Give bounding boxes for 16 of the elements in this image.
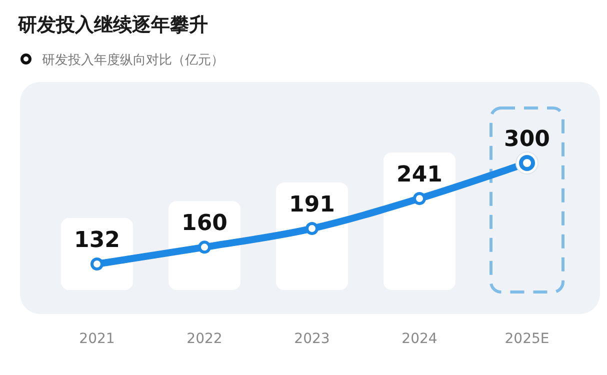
data-label: 132 (74, 228, 120, 253)
chart-title: 研发投入继续逐年攀升 (17, 14, 208, 36)
data-label: 241 (396, 162, 442, 188)
point (90, 258, 104, 270)
x-tick-label: 2024 (402, 331, 438, 347)
data-label: 160 (182, 211, 228, 236)
point (198, 240, 211, 254)
x-tick-label: 2025E (504, 331, 550, 347)
legend-label: 研发投入年度纵向对比（亿元） (42, 52, 224, 68)
x-tick-label: 2022 (186, 331, 222, 347)
data-label: 191 (289, 192, 335, 218)
point (306, 222, 318, 236)
x-tick-label: 2021 (79, 331, 115, 347)
point (413, 192, 426, 205)
x-tick-label: 2023 (294, 331, 330, 347)
data-label: 300 (504, 127, 550, 152)
